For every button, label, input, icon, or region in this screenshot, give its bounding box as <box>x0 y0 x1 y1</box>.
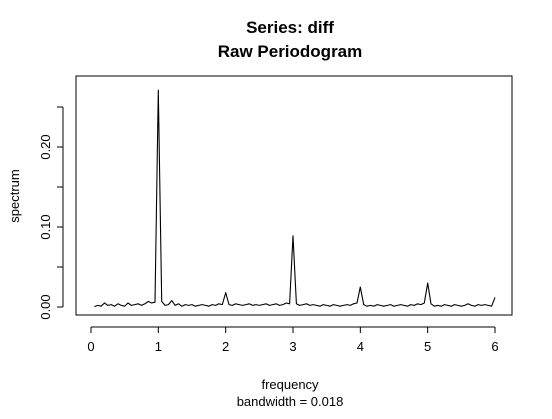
y-tick-label: 0.00 <box>38 294 53 319</box>
x-tick-label: 3 <box>289 339 296 354</box>
y-axis-label: spectrum <box>7 169 22 222</box>
x-axis-note: bandwidth = 0.018 <box>237 394 344 409</box>
x-tick-label: 6 <box>491 339 498 354</box>
x-axis-label: frequency <box>261 377 319 392</box>
x-tick-label: 1 <box>155 339 162 354</box>
series-line <box>94 89 496 308</box>
x-axis: 0 1 2 3 4 5 6 <box>87 326 499 354</box>
y-tick-label: 0.10 <box>38 214 53 239</box>
x-tick-label: 0 <box>87 339 94 354</box>
x-tick-label: 2 <box>222 339 229 354</box>
chart-subtitle: Raw Periodogram <box>218 42 363 61</box>
y-axis: 0.00 0.10 0.20 <box>38 106 64 320</box>
x-tick-label: 4 <box>357 339 364 354</box>
chart-title: Series: diff <box>246 18 334 37</box>
series-layer <box>94 89 496 308</box>
x-tick-label: 5 <box>424 339 431 354</box>
plot-frame <box>75 75 513 316</box>
y-tick-label: 0.20 <box>38 134 53 159</box>
